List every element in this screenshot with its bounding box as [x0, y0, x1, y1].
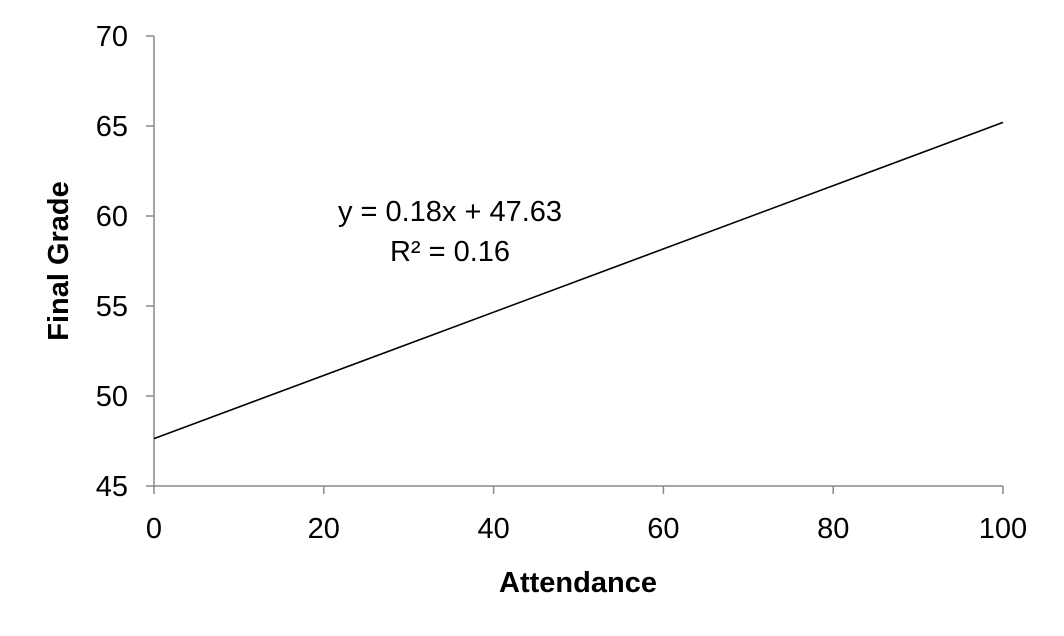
x-tick-label: 40: [477, 513, 509, 545]
ticks: 45 50 55 60 65 70 0 20 40 60 80 100: [96, 21, 1027, 545]
y-tick-label: 45: [96, 471, 128, 503]
trendline: [153, 121, 1004, 440]
axes: [153, 36, 1003, 487]
y-tick-label: 70: [96, 21, 128, 53]
y-axis-title: Final Grade: [43, 181, 75, 341]
x-tick-label: 60: [647, 513, 679, 545]
y-tick-label: 55: [96, 291, 128, 323]
r-squared-label: R² = 0.16: [390, 236, 510, 268]
y-tick-label: 65: [96, 111, 128, 143]
x-tick-label: 100: [979, 513, 1027, 545]
x-tick-label: 0: [146, 513, 162, 545]
y-tick-label: 50: [96, 381, 128, 413]
x-tick-label: 20: [308, 513, 340, 545]
series: [153, 121, 1004, 440]
x-axis-title: Attendance: [499, 567, 657, 599]
trendline-equation: y = 0.18x + 47.63: [338, 196, 562, 228]
y-tick-label: 60: [96, 201, 128, 233]
x-tick-label: 80: [817, 513, 849, 545]
